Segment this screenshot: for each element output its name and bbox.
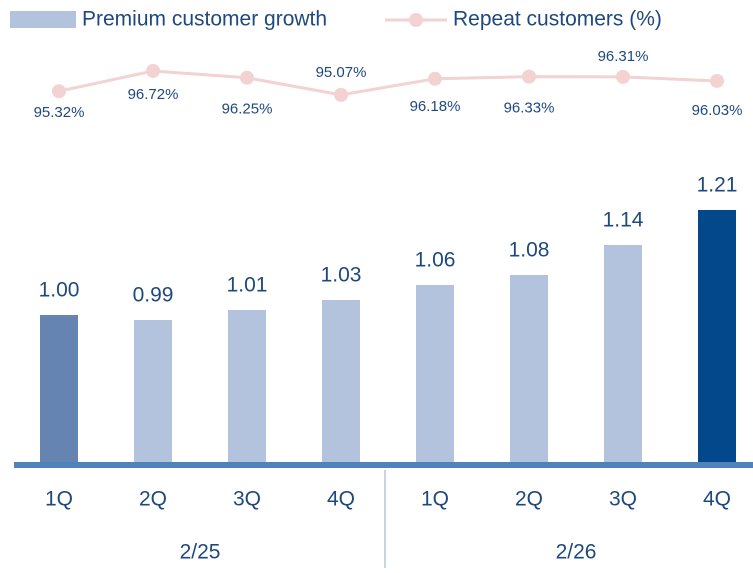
line-marker xyxy=(52,84,66,99)
line-value-label: 95.32% xyxy=(34,104,85,121)
bar-value-label: 1.03 xyxy=(321,264,362,287)
line-value-label: 96.31% xyxy=(598,48,649,65)
legend-swatch-marker xyxy=(409,13,423,27)
bar-value-label: 1.14 xyxy=(603,209,644,232)
bar xyxy=(510,275,548,465)
line xyxy=(58,69,718,97)
line-value-label: 96.18% xyxy=(410,98,461,115)
x-tick-label: 2Q xyxy=(139,488,167,511)
bar-value-label: 1.21 xyxy=(697,174,738,197)
bar xyxy=(416,285,454,465)
line-marker xyxy=(428,71,442,86)
baseline xyxy=(14,462,753,468)
line-marker xyxy=(616,69,630,84)
x-tick-label: 4Q xyxy=(703,488,731,511)
bar-value-label: 1.00 xyxy=(39,279,80,302)
bar xyxy=(322,300,360,465)
x-tick-label: 3Q xyxy=(609,488,637,511)
line-marker xyxy=(710,73,724,88)
bar xyxy=(698,210,736,465)
bar-value-label: 1.01 xyxy=(227,274,268,297)
bar xyxy=(604,245,642,465)
legend-swatch xyxy=(10,11,76,28)
line-value-label: 95.07% xyxy=(316,64,367,81)
x-tick-label: 1Q xyxy=(45,488,73,511)
line-value-label: 96.25% xyxy=(222,101,273,118)
bar xyxy=(228,310,266,465)
line-marker xyxy=(334,87,348,102)
group-label: 2/26 xyxy=(556,541,597,564)
bar xyxy=(40,315,78,465)
bar-value-label: 1.06 xyxy=(415,249,456,272)
line-marker xyxy=(522,69,536,84)
x-tick-label: 1Q xyxy=(421,488,449,511)
bar xyxy=(134,320,172,465)
line-value-label: 96.03% xyxy=(692,102,743,119)
group-label: 2/25 xyxy=(180,541,221,564)
x-tick-label: 2Q xyxy=(515,488,543,511)
x-tick-label: 3Q xyxy=(233,488,261,511)
line-marker xyxy=(146,63,160,78)
legend-label: Premium customer growth xyxy=(82,8,327,31)
legend-label: Repeat customers (%) xyxy=(453,8,662,31)
line-value-label: 96.72% xyxy=(128,86,179,103)
line-marker xyxy=(240,70,254,85)
bar-value-label: 0.99 xyxy=(133,284,174,307)
bar-value-label: 1.08 xyxy=(509,239,550,262)
line-value-label: 96.33% xyxy=(504,100,555,117)
x-tick-label: 4Q xyxy=(327,488,355,511)
